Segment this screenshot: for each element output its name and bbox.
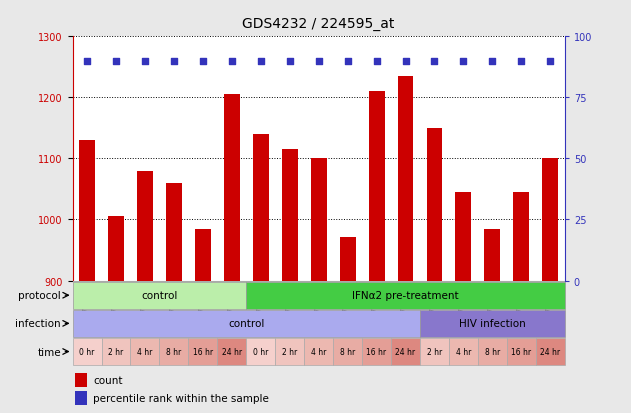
Bar — [449, 338, 478, 365]
Point — [545, 58, 555, 65]
Bar — [427, 128, 442, 281]
Text: 16 hr: 16 hr — [193, 347, 213, 356]
Bar — [398, 77, 413, 281]
Text: protocol: protocol — [18, 290, 61, 301]
Bar — [73, 338, 102, 365]
Bar — [195, 229, 211, 281]
Bar — [102, 338, 131, 365]
Point — [111, 58, 121, 65]
Text: infection: infection — [15, 318, 61, 329]
Text: 16 hr: 16 hr — [511, 347, 531, 356]
Point — [430, 58, 440, 65]
Text: 8 hr: 8 hr — [340, 347, 355, 356]
Text: 8 hr: 8 hr — [485, 347, 500, 356]
Bar — [224, 95, 240, 281]
Text: HIV infection: HIV infection — [459, 318, 526, 329]
Bar — [189, 338, 217, 365]
Text: 2 hr: 2 hr — [427, 347, 442, 356]
Text: 16 hr: 16 hr — [367, 347, 387, 356]
Text: 8 hr: 8 hr — [167, 347, 182, 356]
Bar — [73, 282, 246, 309]
Point — [458, 58, 468, 65]
Point — [314, 58, 324, 65]
Text: 4 hr: 4 hr — [138, 347, 153, 356]
Point — [516, 58, 526, 65]
Point — [285, 58, 295, 65]
Bar — [420, 338, 449, 365]
Bar — [246, 338, 275, 365]
Bar — [75, 391, 87, 405]
Bar — [514, 192, 529, 281]
Text: GDS4232 / 224595_at: GDS4232 / 224595_at — [242, 17, 395, 31]
Bar — [166, 183, 182, 281]
Text: control: control — [141, 290, 177, 301]
Text: IFNα2 pre-treatment: IFNα2 pre-treatment — [352, 290, 459, 301]
Text: 24 hr: 24 hr — [396, 347, 416, 356]
Bar — [362, 338, 391, 365]
Bar — [73, 310, 420, 337]
Point — [401, 58, 411, 65]
Text: 2 hr: 2 hr — [109, 347, 124, 356]
Bar — [281, 150, 298, 281]
Bar — [507, 338, 536, 365]
Bar — [304, 338, 333, 365]
Bar — [217, 338, 246, 365]
Bar — [333, 338, 362, 365]
Point — [372, 58, 382, 65]
Text: time: time — [37, 347, 61, 357]
Bar — [542, 159, 558, 281]
Text: count: count — [93, 375, 123, 385]
Bar — [456, 192, 471, 281]
Text: 4 hr: 4 hr — [456, 347, 471, 356]
Point — [343, 58, 353, 65]
Bar — [536, 338, 565, 365]
Bar — [310, 159, 327, 281]
Bar — [160, 338, 189, 365]
Point — [82, 58, 92, 65]
Text: 24 hr: 24 hr — [221, 347, 242, 356]
Text: 0 hr: 0 hr — [80, 347, 95, 356]
Bar — [253, 135, 269, 281]
Text: 2 hr: 2 hr — [282, 347, 297, 356]
Point — [140, 58, 150, 65]
Text: 24 hr: 24 hr — [540, 347, 560, 356]
Bar — [131, 338, 160, 365]
Text: percentile rank within the sample: percentile rank within the sample — [93, 393, 269, 403]
Bar — [137, 171, 153, 281]
Point — [487, 58, 497, 65]
Point — [227, 58, 237, 65]
Bar — [478, 338, 507, 365]
Text: control: control — [228, 318, 264, 329]
Point — [169, 58, 179, 65]
Text: 4 hr: 4 hr — [311, 347, 326, 356]
Bar — [75, 373, 87, 387]
Bar — [369, 92, 384, 281]
Bar — [485, 229, 500, 281]
Bar — [420, 310, 565, 337]
Bar — [79, 141, 95, 281]
Text: 0 hr: 0 hr — [253, 347, 268, 356]
Bar — [246, 282, 565, 309]
Point — [256, 58, 266, 65]
Point — [198, 58, 208, 65]
Bar — [391, 338, 420, 365]
Bar — [339, 237, 356, 281]
Bar — [108, 217, 124, 281]
Bar — [275, 338, 304, 365]
